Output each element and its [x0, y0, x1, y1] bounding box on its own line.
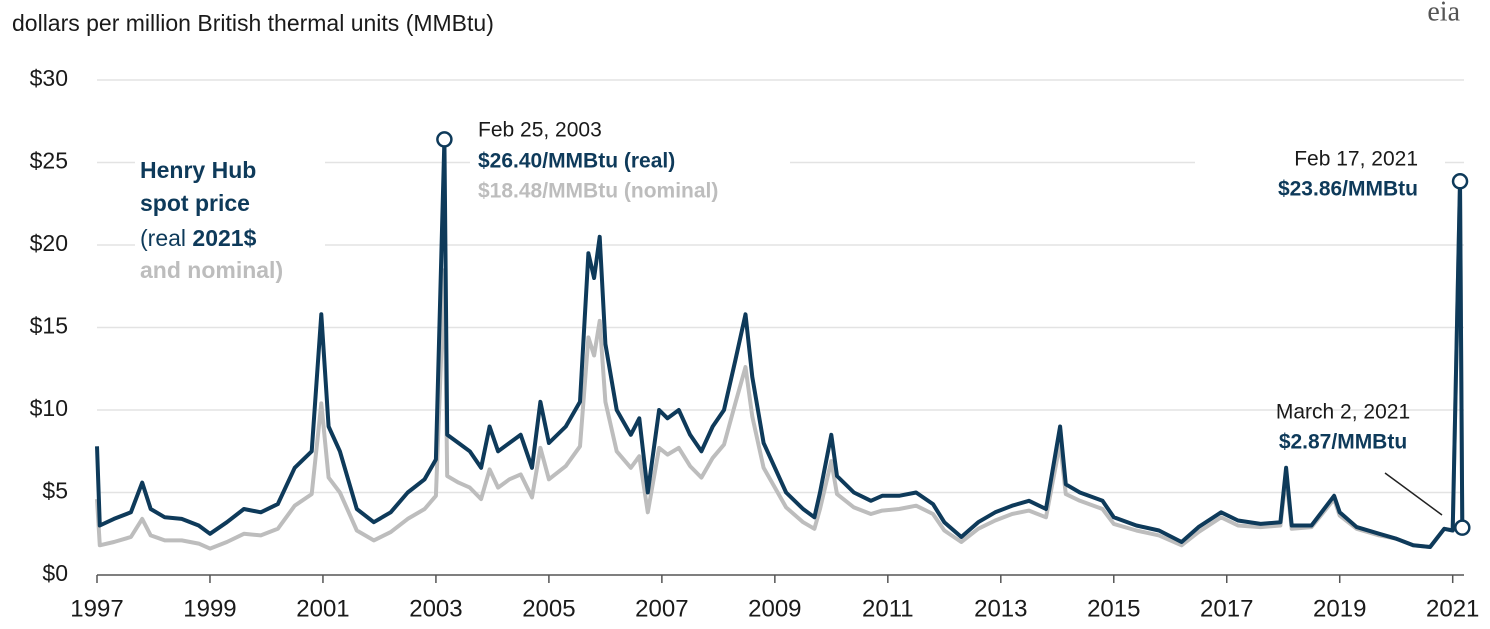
y-tick-label: $25: [30, 148, 68, 174]
annotation-date: Feb 17, 2021: [1294, 148, 1418, 171]
y-tick-label: $15: [30, 313, 68, 339]
plot: [95, 131, 1471, 551]
price-line: [95, 179, 1465, 551]
y-tick-label: $30: [30, 65, 68, 91]
annotation-date: March 2, 2021: [1276, 401, 1410, 424]
annotation-backdrop: [470, 118, 790, 208]
annotation-nominal: $18.48/MMBtu (nominal): [478, 180, 718, 203]
x-tick-label: 2019: [1313, 595, 1366, 622]
x-tick-label: 2013: [974, 595, 1027, 622]
y-tick-label: $20: [30, 230, 68, 256]
highlight-marker: [1454, 519, 1471, 536]
x-tick-label: 1997: [70, 595, 123, 622]
annotation-backdrop: [1195, 145, 1445, 205]
x-tick-label: 2021: [1426, 595, 1479, 622]
price-line: [95, 137, 1465, 549]
legend-line: (real 2021$: [140, 225, 257, 251]
highlight-marker: [436, 131, 453, 148]
x-tick-label: 2007: [635, 595, 688, 622]
x-tick-label: 2005: [522, 595, 575, 622]
legend-part: (real: [140, 225, 192, 251]
legend-line: Henry Hub: [140, 157, 256, 183]
legend-backdrop: [135, 150, 325, 290]
x-tick-label: 2017: [1200, 595, 1253, 622]
legend-part: 2021$: [192, 225, 256, 251]
annotation-real: $26.40/MMBtu (real): [478, 150, 675, 173]
leader-line: [1384, 472, 1443, 516]
legend-line: spot price: [140, 190, 250, 216]
y-tick-label: $5: [42, 478, 68, 504]
annotation-date: Feb 25, 2003: [478, 119, 602, 142]
chart-title: dollars per million British thermal unit…: [12, 10, 494, 36]
annotation-price: $23.86/MMBtu: [1278, 178, 1418, 201]
x-tick-label: 2003: [409, 595, 462, 622]
x-tick-label: 2011: [862, 595, 914, 622]
y-tick-label: $10: [30, 395, 68, 421]
x-tick-label: 2015: [1087, 595, 1140, 622]
annotation-price: $2.87/MMBtu: [1279, 431, 1407, 454]
x-tick-label: 2001: [296, 595, 349, 622]
logo: eia: [1427, 0, 1460, 27]
x-tick-label: 2009: [748, 595, 801, 622]
y-tick-label: $0: [42, 560, 68, 586]
legend-line: and nominal): [140, 257, 283, 283]
x-tick-label: 1999: [183, 595, 236, 622]
highlight-marker: [1451, 173, 1469, 190]
